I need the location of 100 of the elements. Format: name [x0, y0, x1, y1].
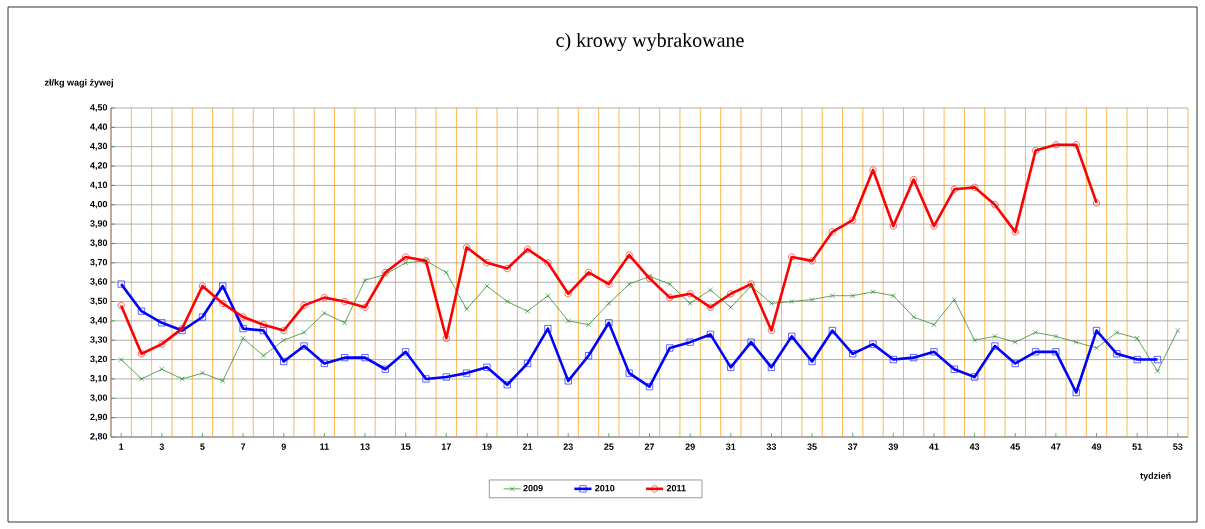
point [301, 329, 307, 336]
point [667, 281, 673, 287]
point [484, 283, 490, 289]
x-tick-label: 53 [1173, 443, 1183, 450]
point [849, 350, 857, 358]
y-axis-title: zł/kg wagi żywej [44, 79, 113, 88]
y-tick-label: 4,20 [90, 162, 108, 170]
point [118, 357, 124, 363]
point [869, 340, 877, 348]
point [686, 290, 694, 298]
point [341, 354, 349, 362]
point [259, 321, 267, 329]
x-tick-label: 45 [1010, 443, 1020, 450]
point [483, 363, 491, 371]
y-tick-label: 3,00 [90, 394, 108, 403]
point [138, 376, 145, 382]
point [117, 301, 125, 309]
point [1011, 359, 1019, 367]
point [686, 338, 694, 346]
point [870, 289, 876, 295]
point [280, 327, 288, 335]
point [890, 293, 896, 299]
chart-title: c) krowy wybrakowane [556, 32, 744, 52]
point [117, 280, 125, 288]
point [1011, 228, 1019, 236]
point [320, 359, 328, 367]
y-tick-label: 4,00 [90, 200, 108, 209]
point [828, 327, 836, 335]
point [707, 287, 714, 293]
point [300, 342, 308, 350]
y-tick-label: 3,60 [90, 278, 108, 287]
legend-label: 2010 [595, 484, 615, 492]
point [747, 338, 755, 346]
point [829, 293, 835, 299]
point [300, 301, 308, 309]
point [991, 201, 999, 209]
point [727, 363, 735, 371]
point [768, 300, 774, 307]
x-tick-label: 1 [119, 443, 124, 450]
x-tick-label: 15 [401, 443, 411, 450]
point [930, 348, 938, 356]
point [137, 350, 145, 358]
y-tick-label: 2,90 [90, 413, 108, 422]
point [910, 176, 918, 184]
point [565, 318, 571, 324]
point [402, 253, 410, 261]
point [463, 243, 471, 251]
y-tick-label: 3,50 [90, 297, 108, 306]
point [442, 373, 450, 381]
point [606, 300, 612, 307]
point [767, 363, 775, 371]
x-tick-label: 19 [482, 443, 492, 450]
point [788, 332, 796, 340]
point [585, 322, 592, 328]
y-tick-label: 3,70 [90, 258, 108, 267]
point [260, 353, 266, 359]
x-tick-label: 9 [281, 443, 286, 450]
point [889, 222, 897, 230]
x-tick-label: 21 [522, 443, 533, 450]
legend-label: 2009 [523, 484, 543, 492]
point [544, 259, 552, 267]
x-tick-label: 5 [200, 443, 205, 450]
point [1175, 327, 1181, 334]
point [564, 290, 572, 298]
point [1033, 329, 1039, 336]
y-tick-label: 3,20 [90, 355, 108, 364]
point [463, 369, 471, 377]
y-tick-label: 3,90 [90, 220, 108, 228]
point [442, 334, 450, 342]
point [808, 257, 816, 265]
point [849, 216, 857, 224]
point [1053, 333, 1059, 339]
point [1093, 327, 1101, 335]
point [1113, 350, 1121, 358]
point [971, 373, 979, 381]
point [402, 348, 410, 356]
point [625, 369, 633, 377]
point [219, 282, 227, 290]
point [281, 337, 287, 343]
point [706, 330, 714, 338]
point [544, 325, 552, 333]
point [1093, 345, 1100, 351]
point [626, 281, 632, 287]
point [179, 376, 185, 382]
point [869, 166, 877, 174]
point [706, 303, 714, 311]
point [1073, 339, 1079, 345]
point [728, 304, 734, 310]
point [403, 260, 409, 266]
point [666, 344, 674, 352]
x-tick-label: 35 [807, 443, 817, 450]
x-tick-label: 43 [969, 443, 980, 450]
point [605, 280, 613, 288]
point [564, 377, 572, 385]
x-tick-label: 47 [1051, 443, 1061, 450]
point [341, 298, 349, 306]
point [342, 320, 348, 326]
point [198, 282, 206, 290]
x-tick-label: 33 [766, 443, 777, 450]
point [198, 313, 206, 321]
